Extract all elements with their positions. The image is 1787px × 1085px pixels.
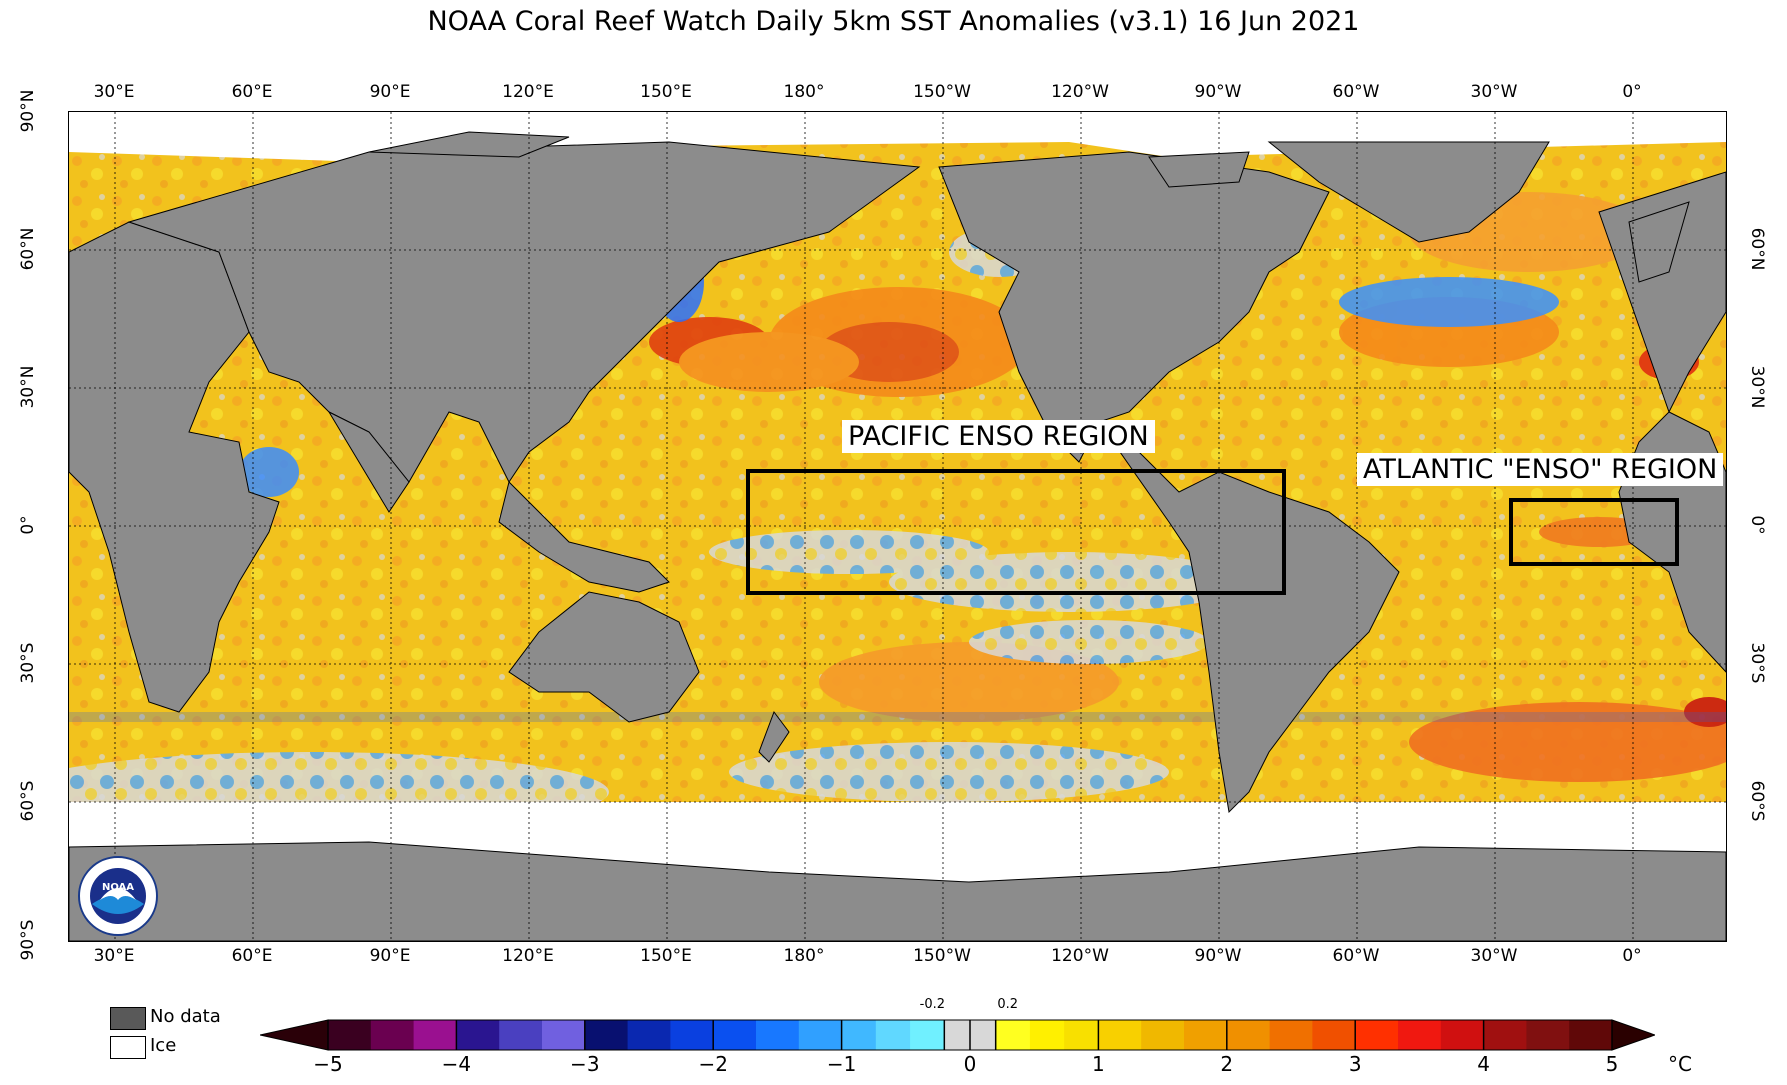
colorbar-segment: [756, 1020, 800, 1050]
colorbar-segment: [995, 1020, 1031, 1050]
warm-anomalies: [649, 192, 1726, 782]
colorbar-segment: [627, 1020, 671, 1050]
lat-label-right: 0°: [1747, 515, 1767, 535]
lon-label-top: 0°: [1622, 82, 1642, 102]
no-data-swatch: [110, 1007, 146, 1030]
lon-label-bottom: 30°E: [93, 946, 135, 966]
colorbar-segment: [1184, 1020, 1228, 1050]
lat-label-left: 60°S: [18, 780, 38, 822]
colorbar-segment: [910, 1020, 945, 1050]
lat-label-left: 60°N: [18, 227, 38, 271]
lon-label-top: 150°E: [640, 82, 692, 102]
lon-label-top: 120°W: [1051, 82, 1109, 102]
colorbar-segment: [670, 1020, 714, 1050]
lon-label-top: 30°W: [1470, 82, 1518, 102]
lat-label-left: 30°S: [18, 642, 38, 684]
colorbar-segment: [1029, 1020, 1065, 1050]
colorbar-tick-label: 2: [1220, 1052, 1234, 1076]
colorbar-segment: [1269, 1020, 1313, 1050]
colorbar-segment: [798, 1020, 843, 1050]
lon-label-top: 120°E: [502, 82, 554, 102]
colorbar-segment: [456, 1020, 500, 1050]
colorbar-segment: [713, 1020, 757, 1050]
noaa-logo: NOAA: [78, 856, 158, 936]
colorbar-segment: [1355, 1020, 1399, 1050]
pacific-enso-box: [746, 469, 1286, 595]
lon-label-bottom: 60°E: [231, 946, 273, 966]
colorbar-segment: [841, 1020, 877, 1050]
lon-label-bottom: 60°W: [1332, 946, 1380, 966]
colorbar-tick-label: −3: [570, 1052, 600, 1076]
colorbar-tick-label: −4: [441, 1052, 472, 1076]
lon-label-top: 90°E: [369, 82, 411, 102]
lon-label-top: 150°W: [913, 82, 971, 102]
lat-label-right: 60°N: [1747, 227, 1767, 271]
colorbar-high-arrow: [1611, 1019, 1655, 1051]
lon-label-bottom: 120°E: [502, 946, 554, 966]
map-svg: [69, 112, 1726, 941]
atlantic-enso-label: ATLANTIC "ENSO" REGION: [1357, 453, 1724, 486]
atlantic-enso-box: [1509, 498, 1679, 566]
lon-label-bottom: 120°W: [1051, 946, 1109, 966]
lon-label-top: 30°E: [93, 82, 135, 102]
lat-label-right: 30°N: [1747, 365, 1767, 409]
svg-text:NOAA: NOAA: [102, 882, 134, 893]
lon-label-top: 60°E: [231, 82, 273, 102]
lat-label-left: 90°N: [18, 89, 38, 133]
lon-label-top: 180°: [783, 82, 825, 102]
colorbar-tick-label: 4: [1477, 1052, 1490, 1076]
colorbar-segment: [1064, 1020, 1099, 1050]
colorbar-segment: [1141, 1020, 1185, 1050]
colorbar-tick-label: 5: [1605, 1052, 1619, 1076]
lon-label-bottom: 90°E: [369, 946, 411, 966]
colorbar-tick-label: −5: [313, 1052, 343, 1076]
lat-label-left: 0°: [18, 515, 38, 535]
colorbar-segment: [1226, 1020, 1271, 1050]
colorbar-segment: [1398, 1020, 1442, 1050]
lon-label-top: 90°W: [1194, 82, 1242, 102]
colorbar-segment: [542, 1020, 586, 1050]
lon-label-bottom: 0°: [1622, 946, 1642, 966]
colorbar-segment: [1569, 1020, 1613, 1050]
colorbar-segment: [370, 1020, 415, 1050]
colorbar-segment: [875, 1020, 911, 1050]
gridlines: [69, 112, 1726, 941]
colorbar-segment: [1526, 1020, 1570, 1050]
colorbar-small-tick-label: -0.2: [919, 997, 945, 1012]
ice-swatch: [110, 1036, 146, 1059]
colorbar-segment: [584, 1020, 629, 1050]
colorbar-segment: [1312, 1020, 1356, 1050]
map-title: NOAA Coral Reef Watch Daily 5km SST Anom…: [427, 6, 1360, 37]
lon-label-top: 60°W: [1332, 82, 1380, 102]
lat-label-left: 90°S: [18, 919, 38, 961]
no-data-label: No data: [150, 1006, 221, 1027]
colorbar-tick-label: −2: [698, 1052, 728, 1076]
lon-label-bottom: 90°W: [1194, 946, 1242, 966]
sst-anomaly-map: [68, 111, 1727, 942]
land-masses: [69, 131, 1726, 941]
lon-label-bottom: 150°W: [913, 946, 971, 966]
pacific-enso-label: PACIFIC ENSO REGION: [842, 420, 1155, 453]
colorbar-tick-label: −1: [826, 1052, 857, 1076]
colorbar-tick-label: 1: [1092, 1052, 1105, 1076]
lat-label-left: 30°N: [18, 365, 38, 409]
colorbar-low-arrow: [260, 1019, 329, 1051]
colorbar-segment: [413, 1020, 457, 1050]
colorbar: [260, 1019, 1655, 1051]
colorbar-segment: [1483, 1020, 1527, 1050]
lon-label-bottom: 30°W: [1470, 946, 1518, 966]
colorbar-tick-label: 3: [1348, 1052, 1362, 1076]
ice-label: Ice: [150, 1035, 177, 1056]
colorbar-segment: [328, 1020, 372, 1050]
colorbar-small-tick-label: 0.2: [997, 997, 1019, 1012]
lat-label-right: 30°S: [1747, 642, 1767, 684]
lon-label-bottom: 150°E: [640, 946, 692, 966]
colorbar-tick-label: 0: [963, 1052, 977, 1076]
lat-label-right: 60°S: [1747, 780, 1767, 822]
colorbar-segment: [499, 1020, 543, 1050]
colorbar-segment: [1440, 1020, 1485, 1050]
colorbar-unit: °C: [1668, 1052, 1692, 1076]
lon-label-bottom: 180°: [783, 946, 825, 966]
colorbar-segment: [1098, 1020, 1142, 1050]
